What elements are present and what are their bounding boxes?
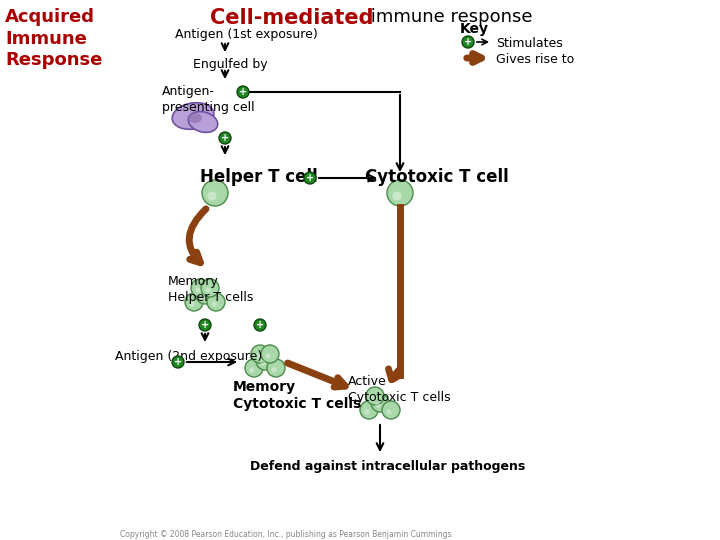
Circle shape bbox=[196, 286, 214, 304]
Circle shape bbox=[195, 287, 201, 293]
Text: +: + bbox=[239, 87, 247, 97]
Ellipse shape bbox=[172, 103, 214, 129]
Ellipse shape bbox=[189, 112, 217, 132]
Circle shape bbox=[249, 367, 255, 373]
Circle shape bbox=[251, 345, 269, 363]
Text: Copyright © 2008 Pearson Education, Inc., publishing as Pearson Benjamin Cumming: Copyright © 2008 Pearson Education, Inc.… bbox=[120, 530, 454, 539]
Text: Antigen (2nd exposure): Antigen (2nd exposure) bbox=[115, 350, 262, 363]
Circle shape bbox=[370, 395, 376, 401]
Circle shape bbox=[304, 172, 316, 184]
Circle shape bbox=[199, 319, 211, 331]
Circle shape bbox=[261, 360, 266, 366]
Circle shape bbox=[202, 180, 228, 206]
FancyArrowPatch shape bbox=[189, 209, 206, 262]
Circle shape bbox=[245, 359, 263, 377]
Text: +: + bbox=[221, 133, 229, 143]
Circle shape bbox=[189, 301, 194, 307]
Ellipse shape bbox=[188, 113, 202, 123]
Circle shape bbox=[219, 132, 231, 144]
Circle shape bbox=[185, 293, 203, 311]
Text: +: + bbox=[464, 37, 472, 47]
Text: Memory
Cytotoxic T cells: Memory Cytotoxic T cells bbox=[233, 380, 361, 411]
Circle shape bbox=[265, 353, 271, 359]
Text: +: + bbox=[174, 357, 182, 367]
Text: Defend against intracellular pathogens: Defend against intracellular pathogens bbox=[250, 460, 526, 473]
Text: Memory
Helper T cells: Memory Helper T cells bbox=[168, 275, 253, 304]
Text: Helper T cell: Helper T cell bbox=[200, 168, 318, 186]
Text: Active
Cytotoxic T cells: Active Cytotoxic T cells bbox=[348, 375, 451, 404]
Text: immune response: immune response bbox=[365, 8, 533, 26]
Text: Antigen-
presenting cell: Antigen- presenting cell bbox=[162, 85, 255, 114]
Text: +: + bbox=[201, 320, 209, 330]
Circle shape bbox=[201, 279, 219, 297]
Text: Antigen (1st exposure): Antigen (1st exposure) bbox=[175, 28, 318, 41]
Circle shape bbox=[254, 319, 266, 331]
Text: Key: Key bbox=[460, 22, 489, 36]
Circle shape bbox=[375, 402, 381, 408]
Circle shape bbox=[364, 409, 369, 415]
Circle shape bbox=[462, 36, 474, 48]
Circle shape bbox=[371, 394, 389, 412]
Text: Engulfed by: Engulfed by bbox=[193, 58, 268, 71]
Circle shape bbox=[200, 294, 206, 300]
Circle shape bbox=[271, 367, 276, 373]
Circle shape bbox=[387, 409, 392, 415]
Circle shape bbox=[207, 293, 225, 311]
Circle shape bbox=[191, 279, 209, 297]
Circle shape bbox=[207, 192, 217, 200]
Text: +: + bbox=[256, 320, 264, 330]
Circle shape bbox=[366, 387, 384, 405]
Text: Cytotoxic T cell: Cytotoxic T cell bbox=[365, 168, 509, 186]
Circle shape bbox=[256, 352, 274, 370]
Circle shape bbox=[392, 192, 402, 200]
Circle shape bbox=[382, 401, 400, 419]
Text: Gives rise to: Gives rise to bbox=[496, 53, 575, 66]
Text: Stimulates: Stimulates bbox=[496, 37, 563, 50]
Text: +: + bbox=[306, 173, 314, 183]
Circle shape bbox=[211, 301, 217, 307]
Circle shape bbox=[267, 359, 285, 377]
Circle shape bbox=[237, 86, 249, 98]
Circle shape bbox=[256, 353, 261, 359]
Text: Acquired
Immune
Response: Acquired Immune Response bbox=[5, 8, 102, 69]
Circle shape bbox=[387, 180, 413, 206]
Circle shape bbox=[261, 345, 279, 363]
Circle shape bbox=[172, 356, 184, 368]
Text: Cell-mediated: Cell-mediated bbox=[210, 8, 374, 28]
Circle shape bbox=[205, 287, 211, 293]
Circle shape bbox=[360, 401, 378, 419]
